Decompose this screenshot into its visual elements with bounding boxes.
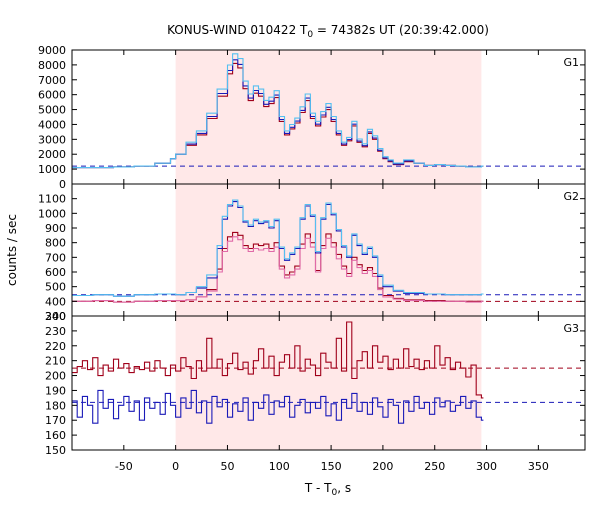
shaded-interval-g2 <box>175 184 482 316</box>
y-tick-label-g1-1000: 1000 <box>38 163 66 176</box>
y-tick-label-g1-5000: 5000 <box>38 104 66 117</box>
y-tick-label-g3-170: 170 <box>45 414 66 427</box>
panel-label-g3: G3 <box>563 322 579 335</box>
y-tick-label-g2-900: 900 <box>45 222 66 235</box>
chart-title: KONUS-WIND 010422 T0 = 74382s UT (20:39:… <box>167 23 489 40</box>
x-axis-label-main: T - T <box>304 481 332 495</box>
y-tick-label-g1-0: 0 <box>59 178 66 191</box>
chart-title-main: KONUS-WIND 010422 T <box>167 23 308 37</box>
panel-label-g2: G2 <box>563 190 579 203</box>
panel-frame-g3 <box>71 315 586 451</box>
x-tick-label--50: -50 <box>115 460 133 473</box>
chart-title-subscript: 0 <box>307 30 313 40</box>
y-tick-label-g3-190: 190 <box>45 384 66 397</box>
y-tick-label-g2-500: 500 <box>45 281 66 294</box>
y-axis-label: counts / sec <box>5 214 19 286</box>
y-tick-label-g2-1100: 1100 <box>38 193 66 206</box>
x-tick-label-200: 200 <box>372 460 393 473</box>
y-tick-label-g2-1000: 1000 <box>38 207 66 220</box>
y-tick-label-g1-2000: 2000 <box>38 148 66 161</box>
y-tick-label-g1-8000: 8000 <box>38 59 66 72</box>
y-tick-label-g1-3000: 3000 <box>38 133 66 146</box>
y-tick-label-g1-6000: 6000 <box>38 89 66 102</box>
x-axis-label-subscript: 0 <box>332 488 338 498</box>
shaded-interval-g3 <box>175 316 482 450</box>
panel-label-g1: G1 <box>563 56 579 69</box>
x-tick-label-100: 100 <box>269 460 290 473</box>
series-layer <box>72 53 585 424</box>
series-g3-dark-red <box>72 321 484 399</box>
y-tick-label-g2-700: 700 <box>45 251 66 264</box>
series-g2-light-blue <box>72 199 484 297</box>
x-tick-label-300: 300 <box>476 460 497 473</box>
shaded-region-layer <box>175 50 482 450</box>
y-tick-label-g1-4000: 4000 <box>38 118 66 131</box>
axes-layer: G10100020003000400050006000700080009000G… <box>38 44 586 473</box>
x-tick-label-150: 150 <box>321 460 342 473</box>
y-tick-label-g3-230: 230 <box>45 325 66 338</box>
y-tick-label-g1-7000: 7000 <box>38 74 66 87</box>
y-tick-label-g1-9000: 9000 <box>38 44 66 57</box>
y-tick-label-g3-180: 180 <box>45 399 66 412</box>
series-g1-light-blue <box>72 53 484 169</box>
y-tick-label-g3-200: 200 <box>45 370 66 383</box>
y-tick-label-g2-300: 300 <box>45 310 66 323</box>
x-axis-label-rest: , s <box>337 481 351 495</box>
y-tick-label-g2-800: 800 <box>45 237 66 250</box>
x-tick-label-50: 50 <box>220 460 234 473</box>
x-tick-label-250: 250 <box>424 460 445 473</box>
x-tick-label-350: 350 <box>528 460 549 473</box>
y-tick-label-g2-400: 400 <box>45 295 66 308</box>
chart-title-rest: = 74382s UT (20:39:42.000) <box>313 23 489 37</box>
y-tick-label-g3-210: 210 <box>45 355 66 368</box>
y-tick-label-g3-240: 240 <box>45 310 66 323</box>
y-tick-label-g3-160: 160 <box>45 429 66 442</box>
y-tick-label-g3-150: 150 <box>45 444 66 457</box>
x-tick-label-0: 0 <box>172 460 179 473</box>
x-axis-label: T - T0, s <box>304 481 351 498</box>
series-g3-dark-blue <box>72 389 484 424</box>
y-tick-label-g3-220: 220 <box>45 340 66 353</box>
series-g2-pink <box>72 236 484 303</box>
shaded-interval-g1 <box>175 50 482 184</box>
y-tick-label-g2-600: 600 <box>45 266 66 279</box>
